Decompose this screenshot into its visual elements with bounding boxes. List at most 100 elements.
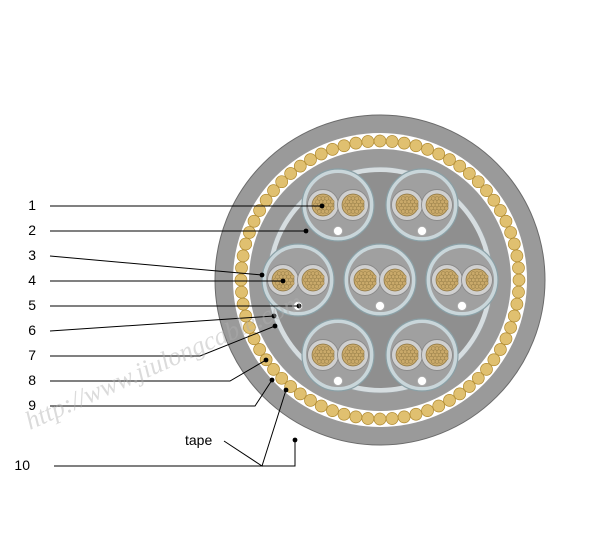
armour-wire bbox=[254, 344, 266, 356]
strand bbox=[401, 209, 405, 213]
leader-dot bbox=[270, 378, 275, 383]
strand bbox=[439, 359, 443, 363]
drain-wire bbox=[334, 227, 343, 236]
armour-wire bbox=[454, 388, 466, 400]
strand bbox=[360, 206, 364, 210]
callout-number: 7 bbox=[28, 347, 36, 363]
armour-wire bbox=[248, 215, 260, 227]
strand bbox=[449, 284, 453, 288]
strand bbox=[444, 206, 448, 210]
armour-wire bbox=[512, 262, 524, 274]
armour-wire bbox=[305, 394, 317, 406]
strand bbox=[439, 209, 443, 213]
armour-wire bbox=[235, 274, 247, 286]
cable-cross-section bbox=[215, 115, 545, 445]
armour-wire bbox=[305, 154, 317, 166]
armour-wire bbox=[240, 238, 252, 250]
armour-wire bbox=[398, 411, 410, 423]
strand bbox=[441, 284, 445, 288]
core-conductor bbox=[302, 269, 324, 291]
callout-number: 10 bbox=[14, 457, 30, 473]
callout-number: 4 bbox=[28, 272, 36, 288]
armour-wire bbox=[488, 194, 500, 206]
armour-wire bbox=[398, 137, 410, 149]
armour-wire bbox=[374, 135, 386, 147]
strand bbox=[320, 281, 324, 285]
armour-wire bbox=[350, 137, 362, 149]
armour-wire bbox=[326, 143, 338, 155]
strand bbox=[311, 284, 315, 288]
strand bbox=[359, 284, 363, 288]
strand bbox=[325, 209, 329, 213]
armour-wire bbox=[511, 250, 523, 262]
strand bbox=[317, 359, 321, 363]
strand bbox=[484, 281, 488, 285]
strand bbox=[330, 356, 334, 360]
armour-wire bbox=[494, 205, 506, 217]
armour-wire bbox=[422, 143, 434, 155]
diagram-canvas: 12345678910tapehttp://www.jiulongcable.c… bbox=[0, 0, 600, 549]
leader-dot bbox=[264, 358, 269, 363]
core-conductor bbox=[426, 344, 448, 366]
strand bbox=[372, 281, 376, 285]
leader-dot bbox=[260, 273, 265, 278]
strand bbox=[454, 281, 458, 285]
strand bbox=[393, 284, 397, 288]
armour-wire bbox=[508, 238, 520, 250]
strand bbox=[285, 284, 289, 288]
armour-wire bbox=[512, 286, 524, 298]
armour-wire bbox=[237, 250, 249, 262]
drain-wire bbox=[418, 227, 427, 236]
drain-wire bbox=[334, 377, 343, 386]
pair-unit bbox=[302, 169, 374, 241]
strand bbox=[330, 206, 334, 210]
strand bbox=[431, 209, 435, 213]
armour-wire bbox=[338, 140, 350, 152]
armour-wire bbox=[500, 333, 512, 345]
strand bbox=[351, 359, 355, 363]
core-conductor bbox=[396, 344, 418, 366]
strand bbox=[347, 209, 351, 213]
callout-number: 5 bbox=[28, 297, 36, 313]
drain-wire bbox=[418, 377, 427, 386]
strand bbox=[290, 281, 294, 285]
armour-wire bbox=[315, 400, 327, 412]
pair-unit bbox=[426, 244, 498, 316]
strand bbox=[402, 281, 406, 285]
strand bbox=[479, 284, 483, 288]
armour-wire bbox=[444, 394, 456, 406]
callout-number: 6 bbox=[28, 322, 36, 338]
tape-label: tape bbox=[185, 432, 212, 448]
armour-wire bbox=[236, 286, 248, 298]
strand bbox=[445, 284, 449, 288]
leader-dot bbox=[281, 279, 286, 284]
strand bbox=[444, 356, 448, 360]
core-conductor bbox=[436, 269, 458, 291]
armour-wire bbox=[500, 215, 512, 227]
strand bbox=[281, 284, 285, 288]
strand bbox=[435, 209, 439, 213]
callout-number: 8 bbox=[28, 372, 36, 388]
armour-wire bbox=[362, 412, 374, 424]
strand bbox=[351, 209, 355, 213]
armour-wire bbox=[315, 148, 327, 160]
armour-wire bbox=[422, 405, 434, 417]
core-conductor bbox=[312, 344, 334, 366]
armour-wire bbox=[444, 154, 456, 166]
armour-wire bbox=[508, 310, 520, 322]
armour-wire bbox=[326, 405, 338, 417]
armour-wire bbox=[410, 408, 422, 420]
strand bbox=[355, 209, 359, 213]
strand bbox=[431, 359, 435, 363]
armour-wire bbox=[294, 160, 306, 172]
core-conductor bbox=[342, 194, 364, 216]
strand bbox=[414, 356, 418, 360]
leader-dot bbox=[284, 388, 289, 393]
armour-wire bbox=[494, 344, 506, 356]
strand bbox=[471, 284, 475, 288]
pair-unit bbox=[344, 244, 416, 316]
armour-wire bbox=[362, 136, 374, 148]
armour-wire bbox=[350, 411, 362, 423]
drain-wire bbox=[376, 302, 385, 311]
strand bbox=[397, 284, 401, 288]
